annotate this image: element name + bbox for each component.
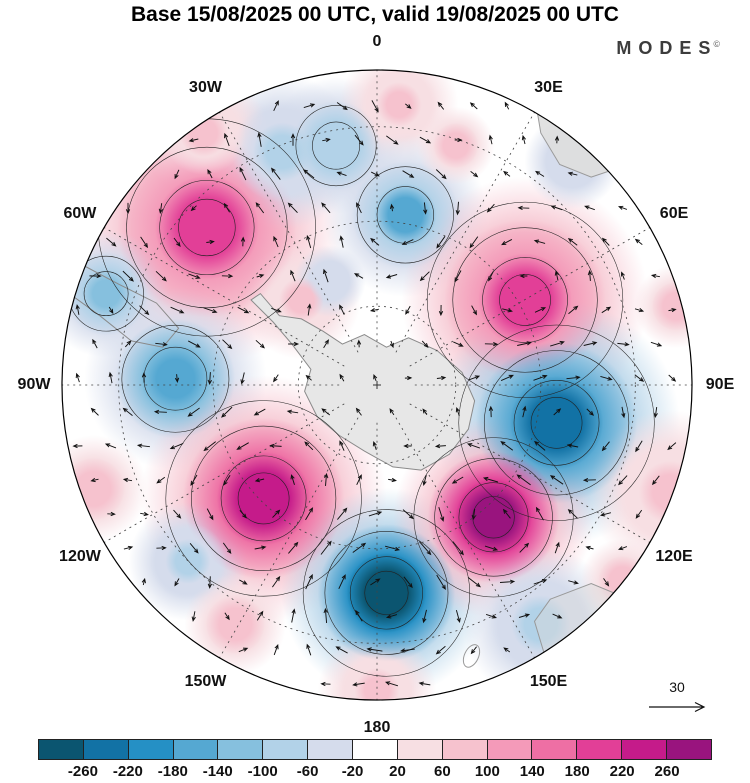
page-title: Base 15/08/2025 00 UTC, valid 19/08/2025… (131, 3, 619, 26)
colorbar-cell (308, 740, 354, 759)
colorbar-tick-label: 180 (564, 763, 590, 780)
colorbar-tick-label: -100 (247, 763, 278, 780)
colorbar-cell (667, 740, 711, 759)
copyright-mark: © (713, 39, 720, 49)
wind-scale-value: 30 (669, 679, 685, 695)
colorbar-tick-label: 220 (609, 763, 635, 780)
colorbar-cell (532, 740, 578, 759)
modes-logo-text: MODES (616, 38, 718, 58)
colorbar-cell (353, 740, 398, 759)
colorbar-cell (263, 740, 309, 759)
colorbar-tick-label: 60 (434, 763, 451, 780)
wind-arrows-layer (72, 100, 677, 687)
south-america-coastline (64, 258, 180, 348)
colorbar-tick-label: -140 (202, 763, 233, 780)
modes-logo: MODES© (616, 38, 720, 59)
map-boundary-circle (61, 69, 693, 701)
colorbar-tick-label: -20 (341, 763, 364, 780)
colorbar-tick-label: 20 (389, 763, 406, 780)
colorbar-cell (128, 740, 174, 759)
wind-scale-arrow: 30 (649, 679, 706, 713)
colorbar-tick-label: 100 (474, 763, 500, 780)
colorbar-cell (622, 740, 668, 759)
colorbar-tick-label: 260 (654, 763, 680, 780)
colorbar-cell (577, 740, 623, 759)
antarctica-landmass (250, 292, 476, 471)
colorbar-cell (218, 740, 264, 759)
colorbar-cell (442, 740, 488, 759)
contour-lines-layer (68, 105, 655, 677)
colorbar-cell (39, 740, 84, 759)
colorbar-cell (173, 740, 219, 759)
colorbar-tick-label: -180 (157, 763, 188, 780)
colorbar-cell (397, 740, 443, 759)
colorbar-tick-label: -260 (67, 763, 98, 780)
colorbar-cell (487, 740, 533, 759)
colorbar-tick-label: -60 (296, 763, 319, 780)
colorbar (38, 739, 712, 760)
graticule-layer (62, 70, 692, 700)
new-zealand-coastline (462, 644, 481, 668)
colorbar-tick-label: -220 (112, 763, 143, 780)
colorbar-tick-labels: -260 -220 -180 -140 -100 -60 -20 20 60 100 140 180 2… (38, 761, 712, 781)
pole-marker (373, 381, 381, 389)
colorbar-cell (83, 740, 129, 759)
colorbar-tick-label: 140 (519, 763, 545, 780)
